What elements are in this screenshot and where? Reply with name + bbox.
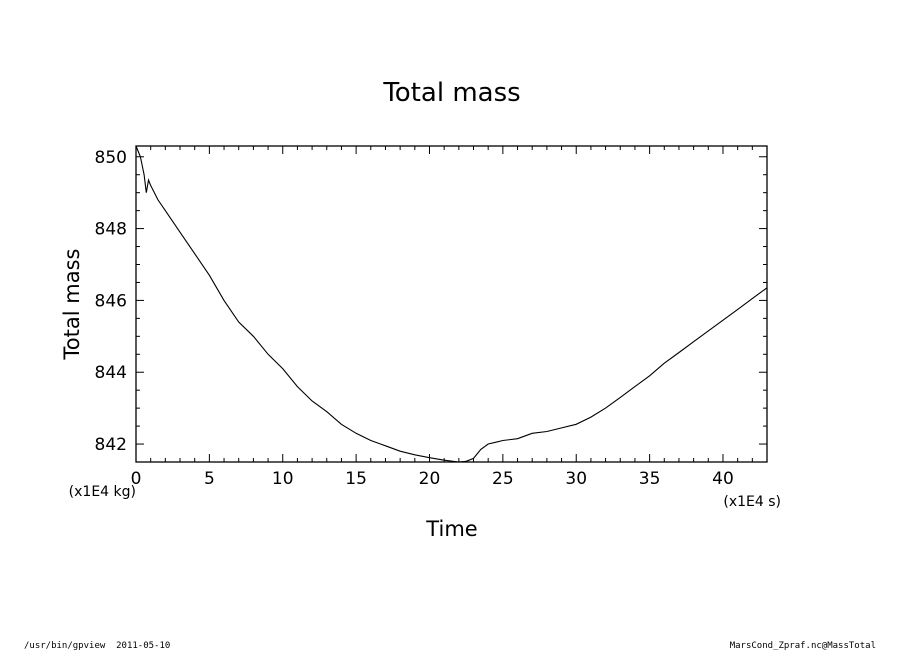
chart-title: Total mass bbox=[382, 78, 520, 108]
x-tick-label: 30 bbox=[565, 469, 587, 489]
x-axis-label: Time bbox=[425, 517, 477, 541]
y-tick-label: 846 bbox=[95, 291, 127, 311]
footer-command-info: /usr/bin/gpview 2011-05-10 bbox=[24, 641, 171, 651]
x-tick-label: 5 bbox=[204, 469, 215, 489]
x-tick-label: 15 bbox=[345, 469, 367, 489]
x-tick-label: 0 bbox=[131, 469, 142, 489]
y-tick-label: 848 bbox=[95, 220, 127, 240]
x-tick-label: 25 bbox=[492, 469, 514, 489]
y-axis-unit: (x1E4 kg) bbox=[69, 484, 136, 500]
series-line-0 bbox=[135, 145, 768, 463]
y-axis-label: Total mass bbox=[60, 249, 84, 361]
tick-labels: 0 5 10 15 20 25 30 35 40 842 844 846 848 850 bbox=[95, 148, 734, 489]
axis-ticks bbox=[135, 146, 768, 463]
x-tick-label: 35 bbox=[639, 469, 661, 489]
x-axis-unit: (x1E4 s) bbox=[723, 494, 781, 510]
x-tick-label: 40 bbox=[712, 469, 734, 489]
y-tick-label: 850 bbox=[95, 148, 127, 168]
footer-source-file: MarsCond_Zpraf.nc@MassTotal bbox=[729, 641, 876, 651]
y-tick-label: 844 bbox=[95, 363, 127, 383]
y-tick-label: 842 bbox=[95, 435, 127, 455]
plot-frame bbox=[135, 145, 768, 463]
x-tick-label: 20 bbox=[419, 469, 441, 489]
series-group bbox=[135, 145, 768, 463]
x-tick-label: 10 bbox=[272, 469, 294, 489]
